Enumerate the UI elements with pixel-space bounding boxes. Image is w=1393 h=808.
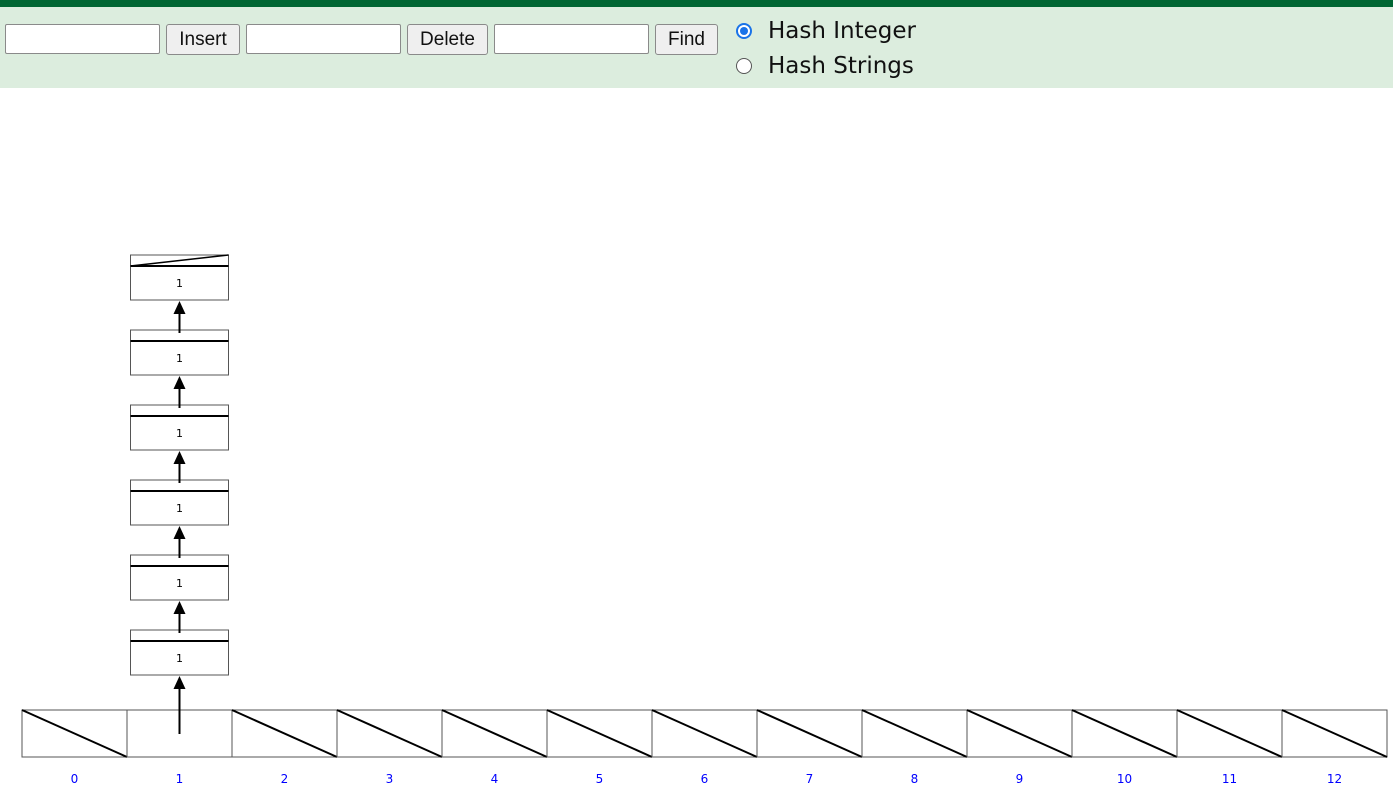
node-value-cell (130, 415, 229, 451)
null-pointer-slash (1281, 709, 1388, 758)
bucket-index-label: 6 (701, 772, 709, 786)
node-value-cell (130, 565, 229, 601)
null-pointer-slash (861, 709, 968, 758)
null-pointer-slash (231, 709, 338, 758)
pointer-arrow-head (173, 526, 186, 539)
delete-button[interactable]: Delete (407, 24, 488, 55)
hash-integer-label: Hash Integer (768, 18, 916, 44)
null-pointer-slash (1176, 709, 1283, 758)
hash-strings-option[interactable]: Hash Strings (736, 51, 914, 81)
null-pointer-slash (336, 709, 443, 758)
bucket-index-label: 9 (1016, 772, 1024, 786)
bucket-index-label: 5 (596, 772, 604, 786)
node-value: 1 (176, 502, 183, 515)
pointer-arrow-head (173, 451, 186, 464)
pointer-arrow-head (173, 601, 186, 614)
bucket-index-label: 12 (1327, 772, 1342, 786)
node-value: 1 (176, 277, 183, 290)
null-pointer-slash (441, 709, 548, 758)
null-pointer-slash (966, 709, 1073, 758)
hash-strings-label: Hash Strings (768, 53, 914, 79)
bucket-index-label: 8 (911, 772, 919, 786)
node-value-cell (130, 340, 229, 376)
null-pointer-slash (546, 709, 653, 758)
bucket-index-label: 11 (1222, 772, 1237, 786)
bucket-index-label: 4 (491, 772, 499, 786)
bucket-index-label: 3 (386, 772, 394, 786)
pointer-arrow-head (173, 301, 186, 314)
find-button[interactable]: Find (655, 24, 718, 55)
bucket-index-label: 0 (71, 772, 79, 786)
null-pointer-slash (21, 709, 128, 758)
bucket-index-label: 7 (806, 772, 814, 786)
bucket-index-label: 10 (1117, 772, 1132, 786)
delete-input[interactable] (246, 24, 401, 54)
hash-strings-radio[interactable] (736, 58, 752, 74)
find-input[interactable] (494, 24, 649, 54)
node-value-cell (130, 490, 229, 526)
insert-button[interactable]: Insert (166, 24, 240, 55)
hash-integer-option[interactable]: Hash Integer (736, 16, 916, 46)
node-value: 1 (176, 652, 183, 665)
null-pointer-slash (651, 709, 758, 758)
pointer-arrow-head (173, 676, 186, 689)
null-next-slash (130, 254, 229, 267)
node-value: 1 (176, 427, 183, 440)
bucket-index-label: 1 (176, 772, 184, 786)
insert-input[interactable] (5, 24, 160, 54)
toolbar: Insert Delete Find Hash Integer Hash Str… (0, 0, 1393, 88)
node-value: 1 (176, 352, 183, 365)
hash-integer-radio[interactable] (736, 23, 752, 39)
node-value-cell (130, 265, 229, 301)
bucket-index-label: 2 (281, 772, 289, 786)
null-pointer-slash (756, 709, 863, 758)
pointer-arrow-head (173, 376, 186, 389)
node-value: 1 (176, 577, 183, 590)
node-value-cell (130, 640, 229, 676)
null-pointer-slash (1071, 709, 1178, 758)
